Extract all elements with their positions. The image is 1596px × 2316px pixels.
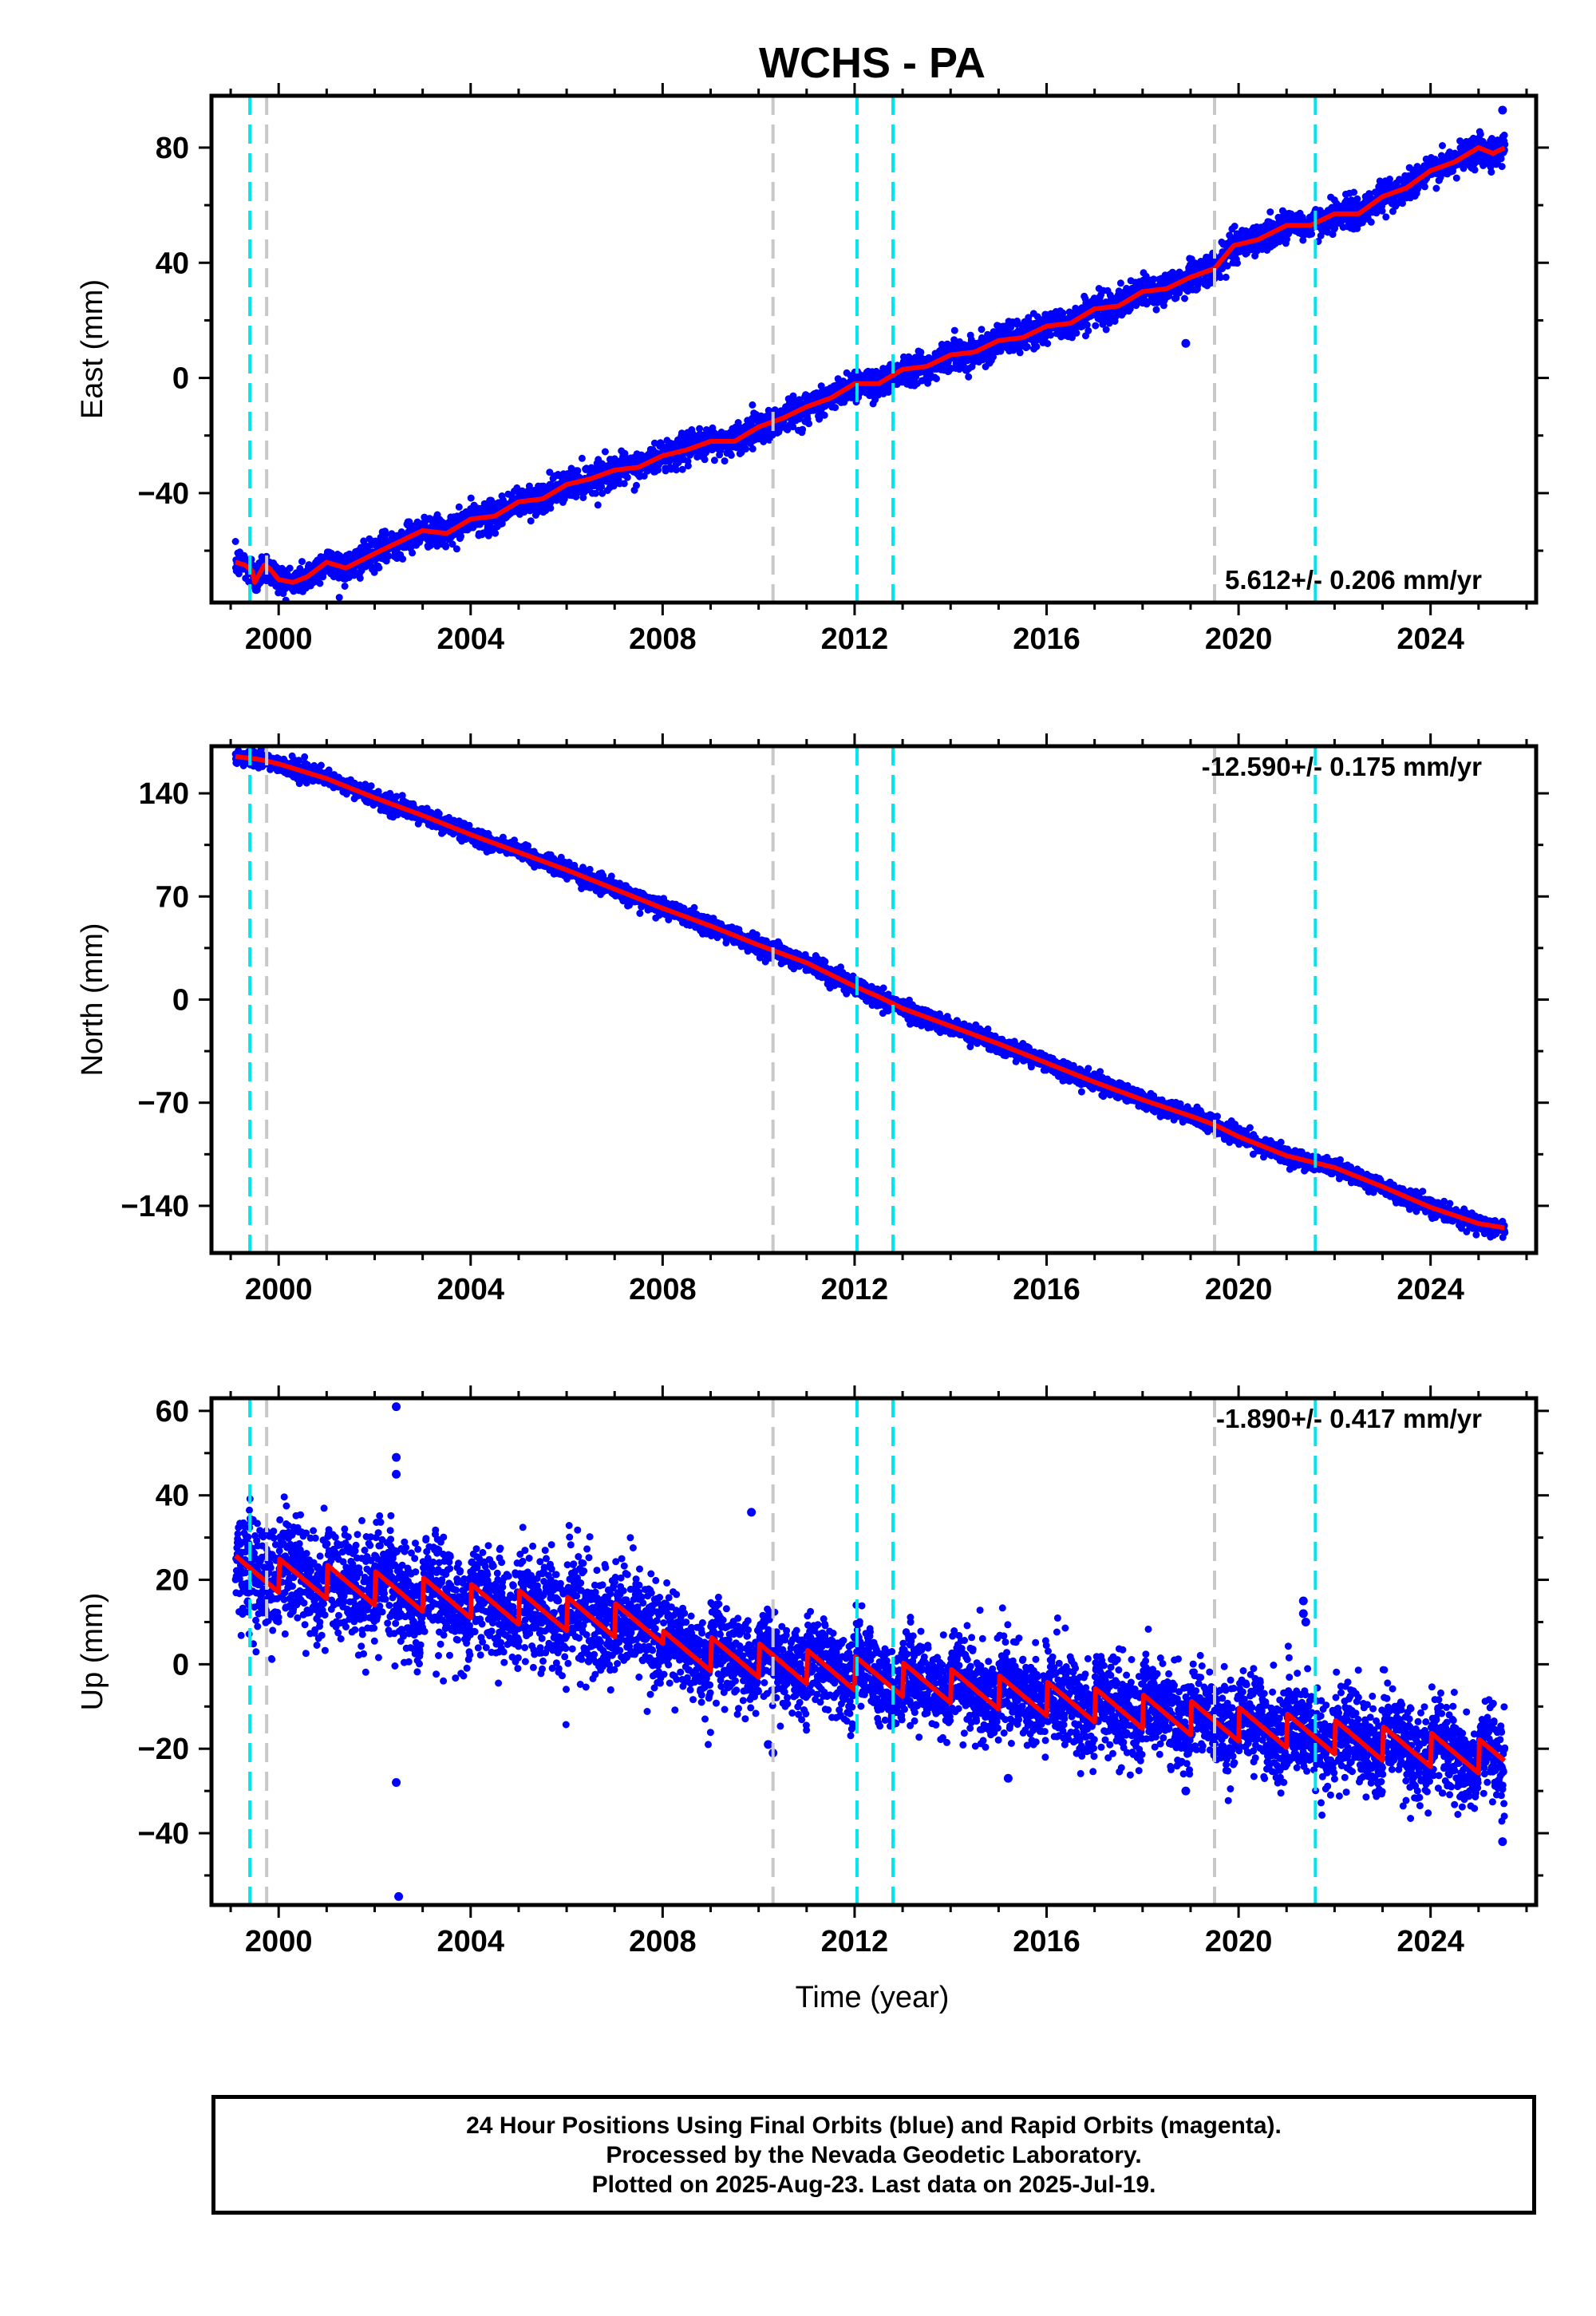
footer-line-1: 24 Hour Positions Using Final Orbits (bl… bbox=[466, 2112, 1282, 2139]
x-tick-label: 2020 bbox=[1205, 1273, 1273, 1306]
x-tick-label: 2020 bbox=[1205, 1925, 1273, 1958]
outlier-point bbox=[394, 1891, 404, 1901]
outlier-point bbox=[392, 1469, 401, 1479]
x-tick-label: 2024 bbox=[1396, 1925, 1464, 1958]
x-tick-label: 2000 bbox=[245, 1925, 313, 1958]
x-tick-label: 2012 bbox=[821, 622, 889, 656]
outlier-point bbox=[1181, 1786, 1191, 1796]
outlier-point bbox=[1301, 1617, 1310, 1626]
y-tick-label: 40 bbox=[156, 247, 189, 280]
plot-frame bbox=[209, 1396, 1539, 1907]
y-tick-label: 140 bbox=[139, 777, 189, 811]
y-tick-label: −40 bbox=[138, 1817, 189, 1851]
y-tick-label: 70 bbox=[156, 880, 189, 914]
x-tick-label: 2008 bbox=[629, 1273, 697, 1306]
data-points bbox=[231, 105, 1509, 603]
y-tick-label: −140 bbox=[120, 1190, 189, 1223]
y-axis-label: East (mm) bbox=[76, 279, 109, 419]
x-tick-label: 2024 bbox=[1396, 1273, 1464, 1306]
model-line bbox=[234, 753, 1507, 1231]
outlier-point bbox=[1498, 1837, 1507, 1847]
north-panel: 2000 2004 2008 2012 2016 2020 2024 −140 −70 0 70 14… bbox=[76, 733, 1549, 1306]
outlier-point bbox=[1455, 1778, 1464, 1788]
y-tick-label: −40 bbox=[138, 477, 189, 511]
outlier-point bbox=[747, 1508, 757, 1517]
outlier-point bbox=[1181, 338, 1191, 348]
x-tick-label: 2008 bbox=[629, 622, 697, 656]
footer-line-2: Processed by the Nevada Geodetic Laborat… bbox=[606, 2141, 1142, 2168]
y-tick-label: 60 bbox=[156, 1395, 189, 1429]
y-tick-label: 0 bbox=[172, 1648, 189, 1682]
y-tick-label: 0 bbox=[172, 362, 189, 396]
x-tick-label: 2016 bbox=[1013, 1273, 1080, 1306]
outlier-point bbox=[392, 1452, 401, 1462]
x-axis-label: Time (year) bbox=[796, 1981, 950, 2014]
y-tick-label: −20 bbox=[138, 1733, 189, 1766]
east-panel: 2000 2004 2008 2012 2016 2020 2024 −40 0 40 80 East… bbox=[76, 83, 1549, 656]
x-tick-label: 2008 bbox=[629, 1925, 697, 1958]
x-tick-label: 2020 bbox=[1205, 622, 1273, 656]
y-tick-label: 80 bbox=[156, 132, 189, 165]
model-line bbox=[234, 1554, 1507, 1776]
plot-frame bbox=[209, 93, 1539, 605]
y-tick-label: 0 bbox=[172, 984, 189, 1018]
plot-area bbox=[231, 96, 1509, 603]
outlier-point bbox=[392, 1778, 401, 1788]
data-point-cloud bbox=[231, 1493, 1509, 1825]
y-axis-label: North (mm) bbox=[76, 923, 109, 1076]
rate-label: 5.612+/- 0.206 mm/yr bbox=[1225, 565, 1482, 595]
outlier-point bbox=[1003, 1773, 1013, 1783]
outlier-point bbox=[1298, 1609, 1308, 1618]
x-tick-label: 2004 bbox=[437, 622, 505, 656]
up-panel: 2000 2004 2008 2012 2016 2020 2024 −40 −20 0 20 40 6… bbox=[76, 1385, 1549, 1958]
x-tick-label: 2000 bbox=[245, 1273, 313, 1306]
outlier-point bbox=[392, 1402, 401, 1412]
x-tick-label: 2016 bbox=[1013, 1925, 1080, 1958]
x-tick-label: 2012 bbox=[821, 1925, 889, 1958]
y-tick-label: −70 bbox=[138, 1087, 189, 1120]
plot-area bbox=[231, 746, 1509, 1253]
outlier-point bbox=[764, 1740, 773, 1749]
y-tick-label: 20 bbox=[156, 1564, 189, 1598]
x-tick-label: 2012 bbox=[821, 1273, 889, 1306]
y-tick-label: 40 bbox=[156, 1480, 189, 1513]
data-points bbox=[231, 1402, 1509, 1901]
footer-line-3: Plotted on 2025-Aug-23. Last data on 202… bbox=[591, 2171, 1156, 2198]
x-tick-label: 2004 bbox=[437, 1925, 505, 1958]
x-tick-label: 2004 bbox=[437, 1273, 505, 1306]
model-line bbox=[234, 144, 1507, 585]
footer-box: 24 Hour Positions Using Final Orbits (bl… bbox=[211, 2095, 1536, 2215]
figure-title: WCHS - PA bbox=[759, 39, 986, 87]
outlier-point bbox=[1498, 105, 1507, 115]
rate-label: -12.590+/- 0.175 mm/yr bbox=[1202, 752, 1482, 781]
plot-area bbox=[231, 1398, 1509, 1905]
x-tick-label: 2016 bbox=[1013, 622, 1080, 656]
outlier-point bbox=[1298, 1596, 1308, 1606]
data-point-cloud bbox=[231, 128, 1509, 603]
rate-label: -1.890+/- 0.417 mm/yr bbox=[1216, 1404, 1482, 1433]
y-axis-label: Up (mm) bbox=[76, 1593, 109, 1711]
x-tick-label: 2000 bbox=[245, 622, 313, 656]
x-tick-label: 2024 bbox=[1396, 622, 1464, 656]
